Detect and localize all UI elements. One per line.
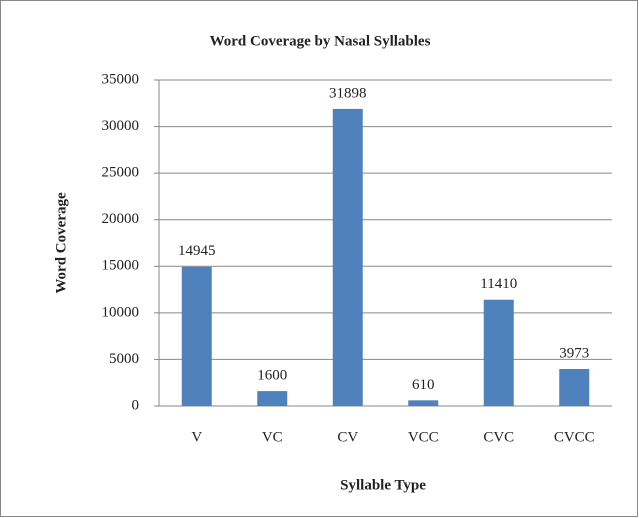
y-tick-label: 25000 (102, 165, 140, 181)
x-tick-label: CVCC (554, 429, 595, 445)
y-axis-label: Word Coverage (53, 192, 69, 294)
data-label: 610 (412, 377, 435, 393)
chart-title: Word Coverage by Nasal Syllables (210, 33, 431, 49)
y-tick-label: 35000 (102, 71, 140, 87)
y-tick-label: 0 (132, 397, 140, 413)
data-label: 3973 (559, 345, 589, 361)
x-tick-label: CV (337, 429, 358, 445)
y-tick-label: 20000 (102, 211, 140, 227)
bar (257, 391, 288, 406)
y-tick-label: 5000 (109, 351, 139, 367)
x-tick-label: V (191, 429, 202, 445)
bar (408, 400, 439, 406)
bar (332, 108, 363, 406)
y-tick-label: 10000 (102, 304, 140, 320)
data-label: 14945 (178, 243, 216, 259)
data-label: 1600 (257, 368, 287, 384)
bar (559, 368, 590, 406)
bar (483, 299, 514, 406)
bar (181, 266, 212, 406)
x-tick-label: CVC (483, 429, 514, 445)
x-axis-label: Syllable Type (340, 477, 426, 493)
data-label: 31898 (329, 85, 367, 101)
y-tick-label: 15000 (102, 258, 140, 274)
data-label: 11410 (480, 276, 517, 292)
y-tick-label: 30000 (102, 118, 140, 134)
x-tick-label: VC (262, 429, 283, 445)
x-tick-label: VCC (408, 429, 439, 445)
